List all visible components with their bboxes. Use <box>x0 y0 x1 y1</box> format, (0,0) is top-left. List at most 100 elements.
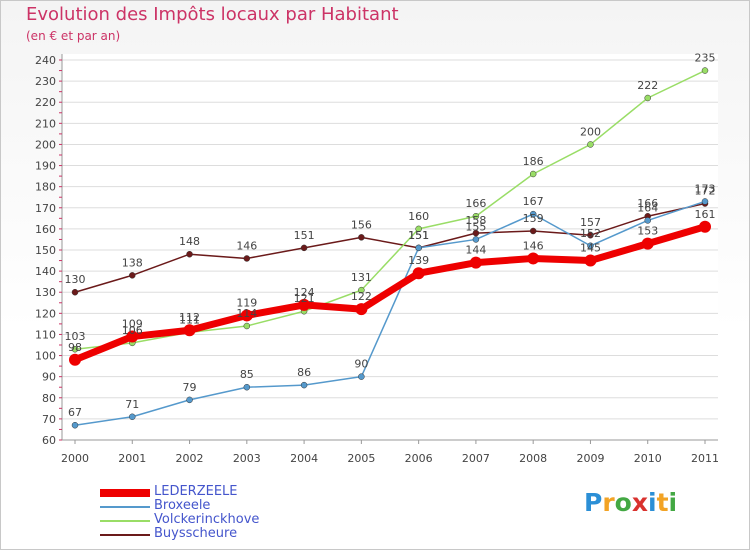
y-tick-label: 60 <box>42 434 56 447</box>
data-point <box>415 244 422 252</box>
data-label: 98 <box>68 341 82 354</box>
data-point <box>415 225 422 233</box>
x-tick-label: 2010 <box>634 452 662 465</box>
chart-subtitle: (en € et par an) <box>26 29 121 43</box>
data-label: 119 <box>236 296 257 309</box>
data-label: 164 <box>637 201 658 214</box>
data-point <box>644 94 651 102</box>
data-point <box>129 272 136 279</box>
series-line <box>74 200 706 426</box>
data-label: 222 <box>637 79 658 92</box>
data-label: 151 <box>408 229 429 242</box>
legend-label: LEDERZEELE <box>154 484 238 499</box>
data-point <box>529 210 537 218</box>
legend-swatch-broxeele <box>100 506 150 508</box>
data-point <box>472 212 480 220</box>
y-tick-label: 200 <box>35 138 56 151</box>
data-point <box>300 381 308 389</box>
data-label: 90 <box>354 358 368 371</box>
data-label: 122 <box>351 290 372 303</box>
data-label: 155 <box>465 220 486 233</box>
y-tick-label: 220 <box>35 96 56 109</box>
data-label: 138 <box>122 256 143 269</box>
data-label: 151 <box>294 229 315 242</box>
y-tick-label: 150 <box>35 244 56 257</box>
logo-letter: P <box>584 488 603 517</box>
y-tick-label: 230 <box>35 75 56 88</box>
data-label: 159 <box>523 212 544 225</box>
data-label: 152 <box>580 227 601 240</box>
data-point <box>358 234 365 241</box>
y-tick-label: 140 <box>35 265 56 278</box>
data-point <box>469 256 482 269</box>
x-tick-label: 2004 <box>290 452 318 465</box>
data-point <box>243 383 251 391</box>
x-tick-label: 2005 <box>347 452 375 465</box>
logo-letter: i <box>668 488 678 517</box>
x-tick-label: 2007 <box>462 452 490 465</box>
data-label: 114 <box>236 307 257 320</box>
y-tick-label: 110 <box>35 328 56 341</box>
legend-label: Broxeele <box>154 498 211 513</box>
data-point <box>71 421 79 429</box>
y-tick-label: 190 <box>35 160 56 173</box>
data-point <box>69 353 81 366</box>
series-line <box>74 202 706 293</box>
data-point <box>71 288 79 296</box>
data-label: 130 <box>65 273 86 286</box>
y-tick-label: 180 <box>35 181 56 194</box>
data-label: 131 <box>351 271 372 284</box>
data-point <box>129 413 136 421</box>
logo-letter: i <box>648 488 657 517</box>
y-tick-label: 240 <box>35 54 56 67</box>
logo-letter: x <box>631 488 648 517</box>
data-point <box>126 330 139 343</box>
data-label: 71 <box>125 398 139 411</box>
data-label: 109 <box>122 318 143 331</box>
data-label: 121 <box>294 292 315 305</box>
data-label: 85 <box>240 368 254 381</box>
logo-letter: r <box>602 488 615 517</box>
data-label: 151 <box>408 229 429 242</box>
legend-label: Buysscheure <box>154 526 238 541</box>
data-label: 153 <box>637 225 658 238</box>
data-point <box>587 242 594 250</box>
data-label: 172 <box>695 185 716 198</box>
proxiti-logo: Proxiti <box>584 488 677 517</box>
y-tick-label: 120 <box>35 307 56 320</box>
data-label: 166 <box>637 197 658 210</box>
data-point <box>699 220 711 233</box>
data-label: 111 <box>179 313 200 326</box>
data-label: 139 <box>408 254 429 267</box>
data-point <box>243 322 251 330</box>
data-label: 106 <box>122 324 143 337</box>
legend-swatch-volckerinckhove <box>100 520 150 522</box>
data-label: 148 <box>179 235 200 248</box>
plot-area <box>62 54 718 440</box>
y-tick-label: 100 <box>35 350 56 363</box>
data-point <box>529 170 537 178</box>
y-tick-label: 160 <box>35 223 56 236</box>
logo-letter: o <box>614 488 632 517</box>
data-point <box>300 244 308 252</box>
data-label: 166 <box>465 197 486 210</box>
data-label: 103 <box>65 330 86 343</box>
data-label: 79 <box>183 381 197 394</box>
y-tick-label: 130 <box>35 286 56 299</box>
logo-letter: t <box>656 488 669 517</box>
data-point <box>584 254 597 267</box>
series-line <box>71 223 709 364</box>
data-point <box>641 237 654 250</box>
data-label: 200 <box>580 125 601 138</box>
y-tick-label: 90 <box>42 371 56 384</box>
data-point <box>186 396 193 404</box>
legend-swatch-buysscheure <box>100 534 150 536</box>
y-tick-label: 170 <box>35 202 56 215</box>
data-label: 144 <box>465 244 486 257</box>
data-point <box>472 236 480 243</box>
y-tick-label: 210 <box>35 117 56 130</box>
data-label: 158 <box>465 214 486 227</box>
data-point <box>587 141 594 148</box>
y-tick-label: 80 <box>42 392 56 405</box>
